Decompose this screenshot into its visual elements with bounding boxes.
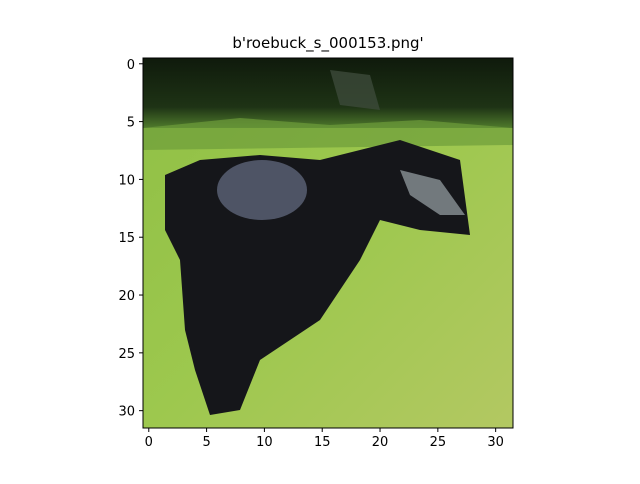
y-tick-label: 20: [118, 289, 135, 304]
y-tick-label: 30: [118, 405, 135, 420]
y-tick-label: 5: [127, 116, 135, 131]
y-tick-label: 25: [118, 347, 135, 362]
y-tick-label: 10: [118, 173, 135, 188]
x-tick-label: 15: [314, 435, 331, 450]
x-tick-label: 30: [487, 435, 504, 450]
chart-title: b'roebuck_s_000153.png': [232, 34, 423, 53]
image: [143, 58, 513, 428]
x-tick-label: 0: [145, 435, 153, 450]
x-tick-label: 25: [430, 435, 447, 450]
x-tick-label: 20: [372, 435, 389, 450]
x-tick-label: 5: [202, 435, 210, 450]
x-tick-label: 10: [256, 435, 273, 450]
axes-frame: [142, 57, 514, 429]
y-tick-label: 15: [118, 231, 135, 246]
y-tick-label: 0: [127, 58, 135, 73]
